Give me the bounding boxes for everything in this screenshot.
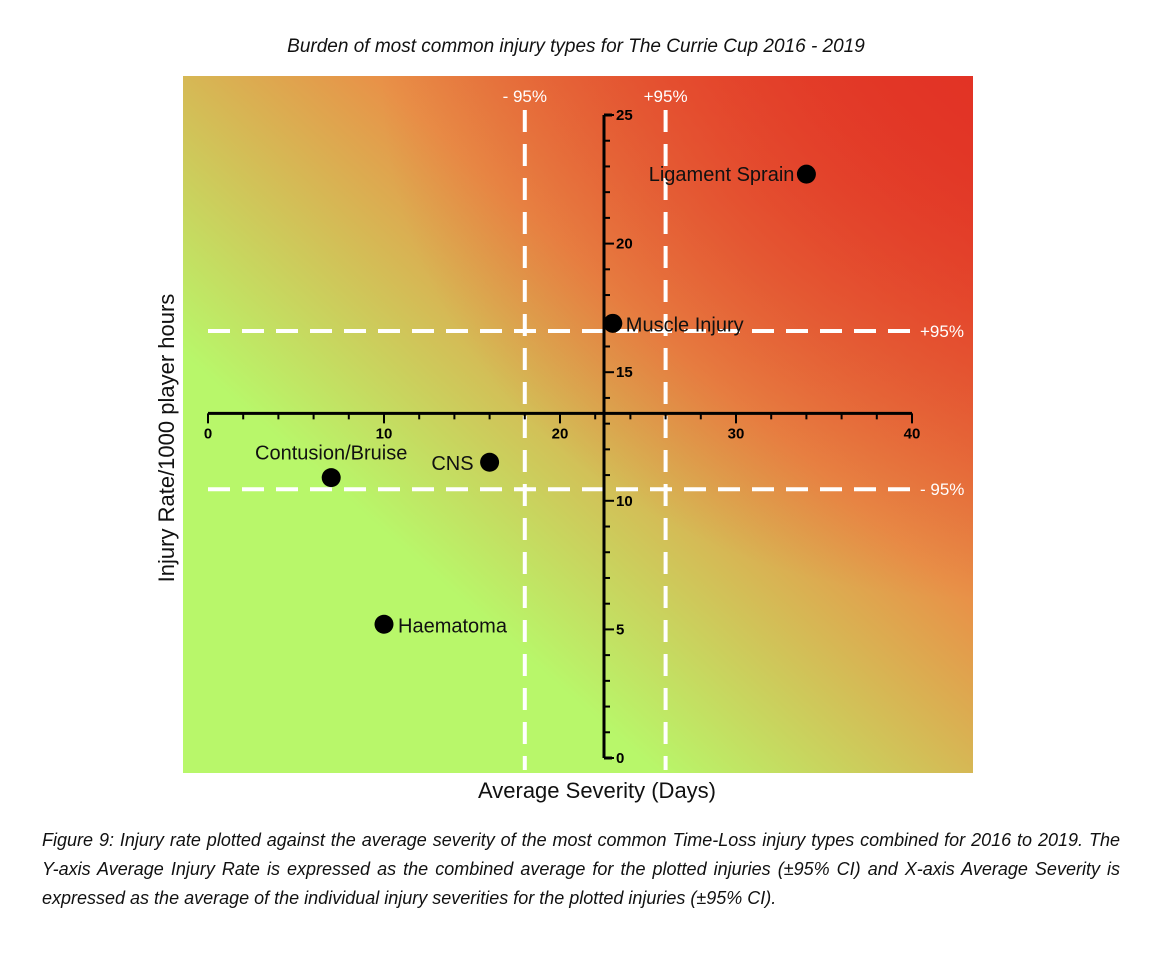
ci-label-y-upper: +95% [920, 322, 964, 341]
point-label-muscle-injury: Muscle Injury [626, 314, 744, 336]
ci-label-x-upper: +95% [644, 87, 688, 106]
point-ligament-sprain [796, 164, 816, 184]
x-tick-label: 20 [552, 425, 569, 442]
x-tick-label: 0 [204, 425, 212, 442]
y-axis-title: Injury Rate/1000 player hours [154, 294, 179, 583]
ci-label-x-lower: - 95% [503, 87, 547, 106]
point-label-haematoma: Haematoma [398, 615, 508, 637]
y-tick-label: 0 [616, 750, 624, 767]
y-tick-label: 25 [616, 107, 633, 124]
point-label-ligament-sprain: Ligament Sprain [649, 164, 795, 186]
x-tick-label: 40 [904, 425, 921, 442]
point-label-contusion-bruise: Contusion/Bruise [255, 443, 407, 465]
y-tick-label: 20 [616, 236, 633, 253]
x-tick-label: 10 [376, 425, 393, 442]
y-tick-label: 5 [616, 621, 624, 638]
point-haematoma [374, 614, 394, 634]
y-tick-label: 10 [616, 493, 633, 510]
chart: 0 10 20 30 40 0 5 10 15 20 25 - 95% +95% +95% - 95% Av… [154, 76, 973, 803]
ci-label-y-lower: - 95% [920, 480, 964, 499]
point-label-cns: CNS [431, 453, 473, 475]
point-cns [480, 452, 500, 472]
chart-title: Burden of most common injury types for T… [287, 36, 865, 57]
y-tick-label: 15 [616, 364, 633, 381]
point-muscle-injury [603, 313, 623, 333]
x-axis-title: Average Severity (Days) [478, 778, 716, 803]
x-tick-label: 30 [728, 425, 745, 442]
plot-background-overlay [183, 76, 973, 773]
figure-caption: Figure 9: Injury rate plotted against th… [42, 830, 1120, 908]
point-contusion-bruise [321, 468, 341, 488]
